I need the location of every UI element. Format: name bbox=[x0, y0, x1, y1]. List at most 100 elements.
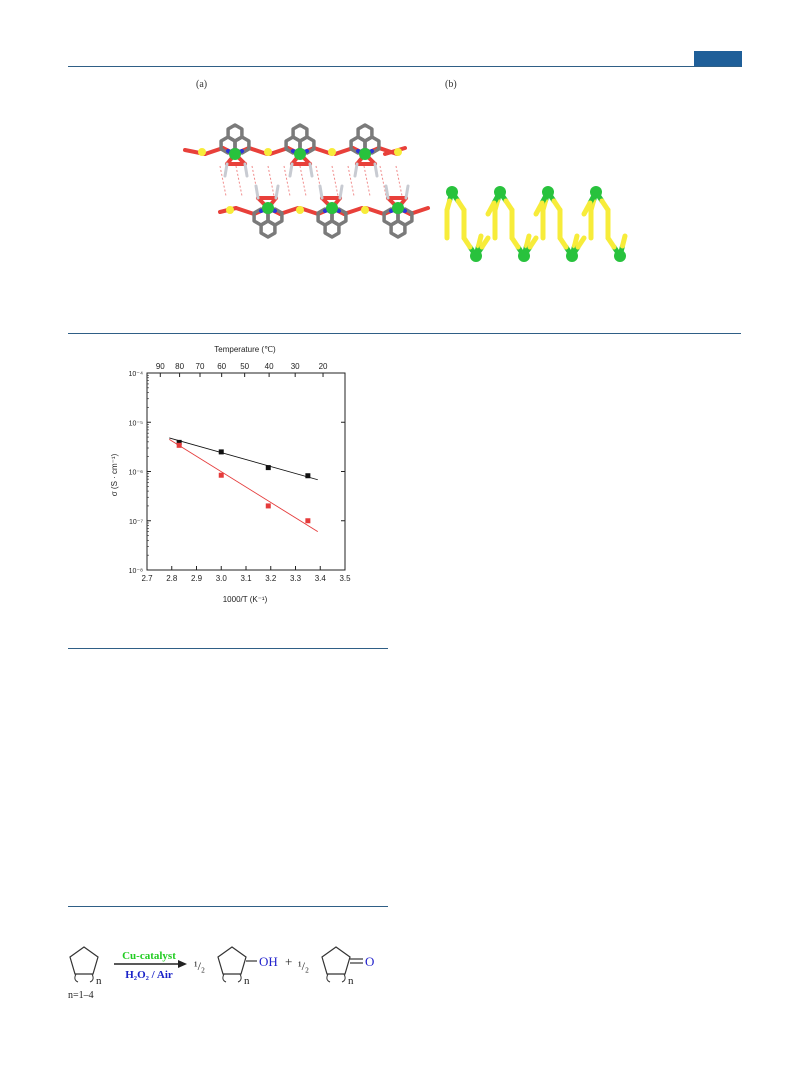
sulfur-atom bbox=[226, 206, 234, 214]
copper-atom bbox=[566, 250, 578, 262]
hydrogen-bond bbox=[283, 165, 291, 197]
water-h bbox=[338, 184, 344, 200]
data-point-series-2 bbox=[265, 503, 271, 509]
top-tick-label: 30 bbox=[291, 362, 300, 371]
x-tick-label: 3.0 bbox=[216, 574, 228, 583]
top-tick-label: 80 bbox=[175, 362, 184, 371]
phen-ring bbox=[389, 219, 407, 239]
copper-atom bbox=[294, 148, 306, 160]
y-axis-label: σ (S · cm⁻¹) bbox=[110, 453, 119, 496]
hydroxyl-label: OH bbox=[259, 954, 278, 969]
data-point-series-1 bbox=[218, 449, 224, 455]
top-tick-label: 90 bbox=[156, 362, 165, 371]
water-h bbox=[404, 184, 410, 200]
water-h bbox=[254, 184, 260, 200]
hydrogen-bond bbox=[379, 165, 387, 197]
hydrogen-bond bbox=[299, 165, 307, 197]
sulfur-atom bbox=[361, 206, 369, 214]
hydrogen-bond bbox=[267, 165, 275, 197]
copper-atom bbox=[392, 202, 404, 214]
water-h bbox=[353, 162, 359, 178]
copper-atom bbox=[614, 250, 626, 262]
catalyst-label: Cu-catalyst bbox=[122, 950, 176, 962]
x-axis-label: 1000/T (K⁻¹) bbox=[223, 595, 268, 604]
top-tick-label: 60 bbox=[217, 362, 226, 371]
x-tick-label: 2.7 bbox=[141, 574, 153, 583]
axis-ticks: 2.7 2.8 2.9 3.0 3.1 3.2 3.3 3.4 3.5 10⁻⁸ 10⁻⁷ 10⁻⁶ 1… bbox=[129, 362, 352, 583]
x-tick-label: 3.5 bbox=[339, 574, 351, 583]
y-tick-label: 10⁻⁶ bbox=[129, 470, 143, 477]
data-point-series-2 bbox=[218, 472, 224, 478]
product-cycloalkanone: n bbox=[321, 946, 363, 987]
hydrogen-bond bbox=[395, 165, 403, 197]
n-range-label: n=1–4 bbox=[68, 990, 94, 1001]
coefficient-ketone: ¹/₂ bbox=[298, 959, 309, 973]
copper-atom bbox=[518, 250, 530, 262]
water-h bbox=[243, 162, 249, 178]
phen-ring bbox=[259, 219, 277, 239]
y-tick-label: 10⁻⁵ bbox=[129, 420, 143, 427]
copper-atom bbox=[229, 148, 241, 160]
cu-s-bond bbox=[485, 200, 497, 217]
x-tick-label: 3.2 bbox=[265, 574, 277, 583]
cu-s-bond bbox=[557, 235, 569, 250]
top-tick-label: 20 bbox=[319, 362, 328, 371]
sulfur-atom bbox=[394, 148, 402, 156]
cu-s-bond bbox=[575, 235, 587, 250]
sulfur-atom bbox=[328, 148, 336, 156]
copper-atom bbox=[446, 186, 458, 198]
copper-atom bbox=[359, 148, 371, 160]
x-tick-label: 3.4 bbox=[315, 574, 327, 583]
hydrogen-bond bbox=[331, 165, 339, 197]
oxidation-scheme: n n=1–4 Cu-catalyst H₂O₂ / Air ¹/₂ n OH … bbox=[68, 946, 374, 1001]
figure-1-bottom-rule bbox=[68, 333, 741, 334]
cu-s-bond bbox=[572, 233, 580, 249]
x-tick-label: 3.1 bbox=[240, 574, 252, 583]
cu-s-chain-image bbox=[444, 186, 628, 262]
conductivity-chart: 2.7 2.8 2.9 3.0 3.1 3.2 3.3 3.4 3.5 10⁻⁸ 10⁻⁷ 10⁻⁶ 1… bbox=[110, 345, 352, 604]
scheme-top-rule bbox=[68, 906, 388, 907]
fit-line-2 bbox=[169, 438, 319, 533]
hydrogen-bond bbox=[219, 165, 227, 197]
top-tick-label: 50 bbox=[240, 362, 249, 371]
plot-border bbox=[146, 372, 346, 571]
data-point-series-2 bbox=[305, 518, 311, 524]
chain-drawing bbox=[444, 186, 628, 262]
cu-s-bond bbox=[509, 235, 521, 250]
top-tick-label: 40 bbox=[265, 362, 274, 371]
phen-ring bbox=[356, 123, 374, 143]
water-h bbox=[318, 184, 324, 200]
cu-s-bond bbox=[461, 235, 473, 250]
cu-s-bond bbox=[620, 233, 628, 249]
carbonyl-oxygen-label: O bbox=[365, 954, 374, 969]
hydrogen-bond bbox=[363, 165, 371, 197]
panel-a-label: (a) bbox=[196, 79, 208, 90]
top-tick-label: 70 bbox=[196, 362, 205, 371]
cu-s-bond bbox=[476, 233, 484, 249]
reaction-arrow bbox=[114, 960, 187, 968]
cu-s-bond bbox=[527, 235, 539, 250]
top-axis-label: Temperature (℃) bbox=[214, 345, 276, 354]
structure-drawing bbox=[183, 123, 430, 239]
ketone-n-subscript: n bbox=[348, 975, 354, 987]
oxidant-label: H₂O₂ / Air bbox=[125, 969, 173, 981]
water-h bbox=[274, 184, 280, 200]
cu-s-bond bbox=[605, 235, 617, 250]
y-tick-label: 10⁻⁴ bbox=[129, 371, 144, 378]
phen-ring bbox=[226, 123, 244, 143]
data-points bbox=[176, 439, 311, 524]
water-h bbox=[308, 162, 314, 178]
data-point-series-1 bbox=[265, 465, 271, 471]
hydrogen-bond bbox=[347, 165, 355, 197]
sulfur-atom bbox=[296, 206, 304, 214]
water-h bbox=[223, 162, 229, 178]
plot-frame bbox=[146, 372, 346, 571]
copper-atom bbox=[542, 186, 554, 198]
data-point-series-2 bbox=[176, 442, 182, 448]
plus-sign: + bbox=[285, 954, 292, 969]
bond bbox=[234, 206, 256, 216]
header-rule bbox=[68, 66, 741, 67]
reactant-cycloalkane: n bbox=[69, 946, 102, 987]
fit-lines bbox=[169, 437, 319, 533]
coefficient-alcohol: ¹/₂ bbox=[194, 959, 205, 973]
